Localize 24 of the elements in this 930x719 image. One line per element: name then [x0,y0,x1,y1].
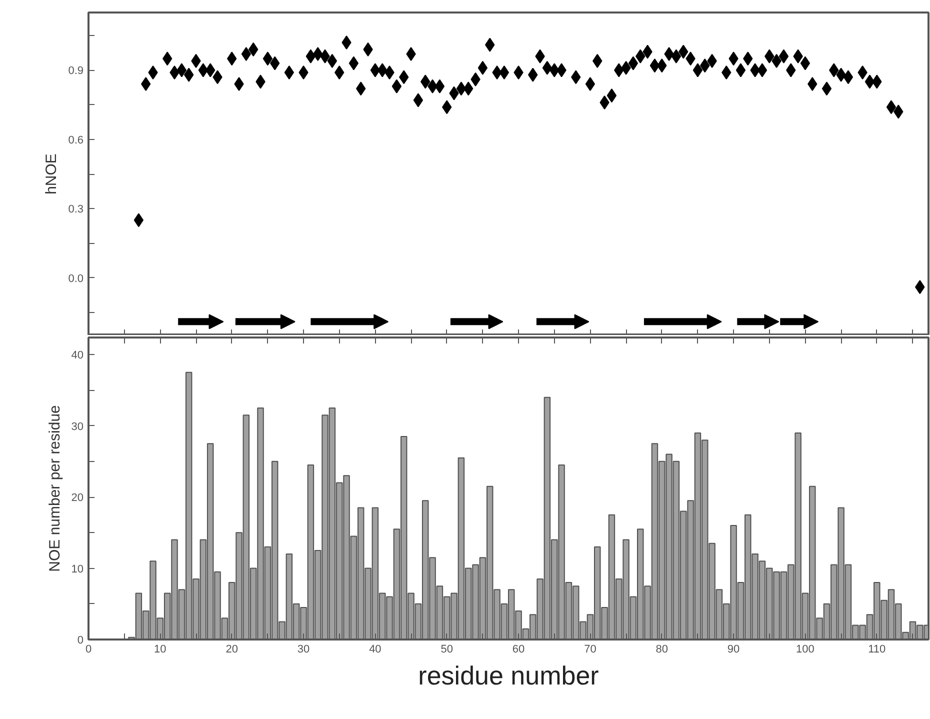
x-tick-label: 10 [154,644,166,656]
x-axis-title: residue number [418,660,600,690]
y-tick-label: 10 [71,563,84,576]
y-tick-label: 40 [71,350,84,362]
y-tick-label: 0.3 [68,204,84,216]
y-tick-label: 20 [71,492,84,504]
y-tick-label: 30 [71,420,84,433]
x-tick-label: 110 [868,644,886,656]
y-axis-title: hNOE [43,154,60,194]
x-tick-label: 90 [727,644,740,656]
x-tick-label: 60 [512,644,525,656]
y-tick-label: 0.0 [68,272,84,285]
x-tick-label: 80 [656,644,668,656]
y-axis-title: NOE number per residue [46,405,64,572]
y-tick-label: 0.6 [68,134,84,146]
y-tick-label: 0 [77,634,84,646]
y-tick-label: 0.9 [68,65,84,78]
x-tick-label: 40 [369,644,382,656]
x-tick-label: 30 [297,644,310,656]
x-tick-label: 70 [584,644,596,656]
x-tick-label: 100 [796,644,814,656]
x-tick-label: 0 [85,644,92,656]
x-tick-label: 50 [440,644,453,656]
x-tick-label: 20 [226,644,238,656]
